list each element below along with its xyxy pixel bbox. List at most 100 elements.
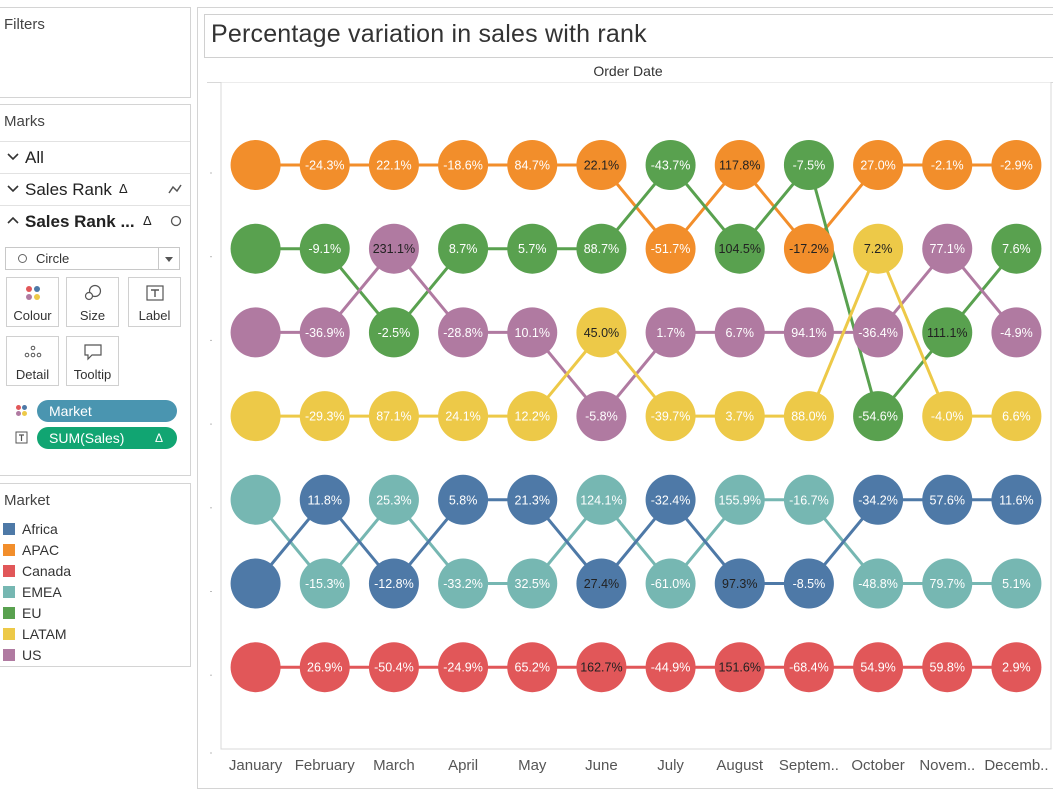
mark-circle bbox=[853, 307, 904, 358]
mark-circle bbox=[714, 558, 765, 609]
mark-label: -2.9% bbox=[1000, 159, 1033, 173]
mark-circle bbox=[230, 223, 281, 274]
chevron-up-icon[interactable] bbox=[5, 212, 21, 228]
mark-label: 84.7% bbox=[515, 159, 550, 173]
size-tile[interactable]: Size bbox=[66, 277, 119, 327]
mark-label: 94.1% bbox=[791, 326, 826, 340]
mark-label: 124.1% bbox=[580, 493, 622, 507]
marks-row-sales-rank-circle[interactable]: Sales Rank ... Δ bbox=[0, 205, 190, 237]
mark-circle bbox=[853, 223, 904, 274]
mark-label: 6.7% bbox=[726, 326, 755, 340]
size-circles-icon bbox=[84, 284, 102, 301]
marks-row-sales-rank[interactable]: Sales Rank Δ bbox=[0, 173, 190, 205]
mark-circle bbox=[507, 307, 558, 358]
chevron-down-icon[interactable] bbox=[5, 180, 21, 196]
mark-label: -5.8% bbox=[585, 410, 618, 424]
mark-label: -16.7% bbox=[789, 493, 829, 507]
x-tick-label: July bbox=[657, 757, 684, 774]
mark-circle bbox=[230, 558, 281, 609]
dropdown-arrow-icon[interactable] bbox=[158, 248, 179, 269]
mark-circle bbox=[922, 642, 973, 693]
legend-title: Market bbox=[4, 492, 50, 509]
title-box[interactable]: Percentage variation in sales with rank bbox=[204, 14, 1053, 58]
mark-type-dropdown[interactable]: Circle bbox=[5, 247, 180, 270]
mark-label: 1.7% bbox=[656, 326, 685, 340]
mark-label: 104.5% bbox=[719, 242, 761, 256]
tile-label: Detail bbox=[15, 367, 50, 382]
mark-label: -28.8% bbox=[443, 326, 483, 340]
mark-label: 21.3% bbox=[515, 493, 550, 507]
bump-chart[interactable]: -24.3% 22.1% -18.6% 84.7% 22.1% -51.7% 117.8% -… bbox=[199, 82, 1053, 786]
chevron-down-icon[interactable] bbox=[5, 148, 21, 164]
mark-circle bbox=[438, 391, 489, 442]
mark-label: 32.5% bbox=[515, 577, 550, 591]
mark-label: 162.7% bbox=[580, 661, 622, 675]
mark-circle bbox=[783, 558, 834, 609]
mark-label: 97.3% bbox=[722, 577, 757, 591]
order-date-header: Order Date bbox=[593, 63, 663, 79]
mark-label: 24.1% bbox=[445, 410, 480, 424]
mark-label: 10.1% bbox=[515, 326, 550, 340]
mark-circle bbox=[507, 642, 558, 693]
legend-label: EMEA bbox=[22, 584, 62, 600]
tooltip-tile[interactable]: Tooltip bbox=[66, 336, 119, 386]
mark-circle bbox=[714, 307, 765, 358]
mark-circle bbox=[507, 223, 558, 274]
mark-circle bbox=[576, 642, 627, 693]
mark-circle bbox=[299, 474, 350, 525]
mark-circle bbox=[576, 558, 627, 609]
circle-outline-icon bbox=[18, 254, 27, 263]
mark-circle bbox=[922, 391, 973, 442]
mark-label: -24.9% bbox=[443, 661, 483, 675]
mark-label: 151.6% bbox=[719, 661, 761, 675]
colour-tile[interactable]: Colour bbox=[6, 277, 59, 327]
mark-circle bbox=[645, 391, 696, 442]
mark-circle bbox=[645, 223, 696, 274]
detail-tile[interactable]: Detail bbox=[6, 336, 59, 386]
tile-label: Tooltip bbox=[73, 367, 112, 382]
market-colour-pill[interactable]: Market bbox=[37, 400, 177, 422]
mark-label: -54.6% bbox=[858, 410, 898, 424]
mark-label: -29.3% bbox=[305, 410, 345, 424]
sum-sales-label-pill[interactable]: SUM(Sales) Δ bbox=[37, 427, 177, 449]
mark-label: 11.6% bbox=[999, 493, 1034, 507]
mark-circle bbox=[230, 307, 281, 358]
filters-title: Filters bbox=[4, 16, 45, 33]
tile-label: Size bbox=[79, 308, 106, 323]
mark-label: 5.7% bbox=[518, 242, 547, 256]
label-tile[interactable]: Label bbox=[128, 277, 181, 327]
mark-label: -44.9% bbox=[651, 661, 691, 675]
mark-label: 88.0% bbox=[791, 410, 826, 424]
legend-swatch bbox=[3, 649, 15, 661]
mark-circle bbox=[576, 307, 627, 358]
x-tick-label: April bbox=[448, 757, 478, 774]
mark-circle bbox=[853, 391, 904, 442]
mark-label: -48.8% bbox=[858, 577, 898, 591]
mark-label: -61.0% bbox=[651, 577, 691, 591]
mark-circle bbox=[922, 223, 973, 274]
mark-label: 27.4% bbox=[584, 577, 619, 591]
mark-circle bbox=[922, 307, 973, 358]
mark-label: 27.0% bbox=[860, 159, 895, 173]
mark-label: 54.9% bbox=[860, 661, 895, 675]
marks-row-all[interactable]: All bbox=[0, 141, 190, 173]
filters-card[interactable]: Filters bbox=[0, 7, 191, 98]
market-legend-card: Market Africa APAC Canada EMEA EU LATAM US bbox=[0, 483, 191, 667]
mark-label: -33.2% bbox=[443, 577, 483, 591]
mark-circle bbox=[368, 391, 419, 442]
mark-label: 65.2% bbox=[515, 661, 550, 675]
table-calc-delta-icon: Δ bbox=[119, 181, 128, 196]
mark-circle bbox=[714, 474, 765, 525]
mark-label: -17.2% bbox=[789, 242, 829, 256]
mark-circle bbox=[991, 558, 1042, 609]
x-tick-label: Novem.. bbox=[919, 757, 975, 774]
line-chart-icon bbox=[168, 184, 182, 194]
pill-label: SUM(Sales) bbox=[49, 430, 125, 446]
mark-label: -15.3% bbox=[305, 577, 345, 591]
mark-label: 26.9% bbox=[307, 661, 342, 675]
mark-label: 22.1% bbox=[376, 159, 411, 173]
mark-label: -68.4% bbox=[789, 661, 829, 675]
mark-label: 22.1% bbox=[584, 159, 619, 173]
mark-circle bbox=[299, 558, 350, 609]
mark-circle bbox=[991, 642, 1042, 693]
